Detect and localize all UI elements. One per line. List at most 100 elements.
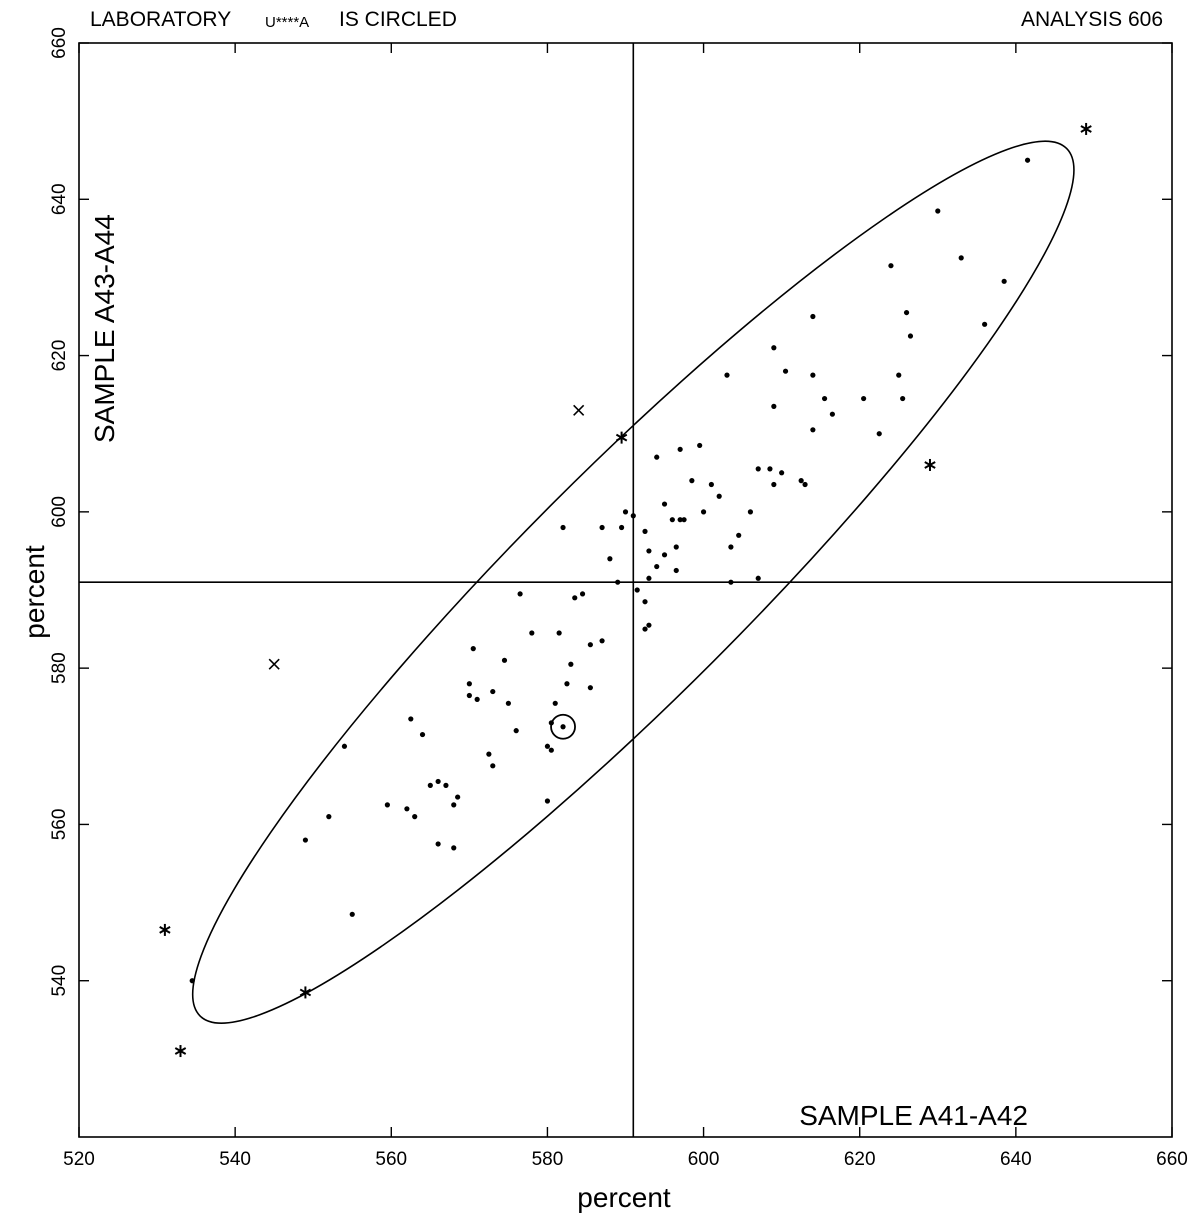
data-point [669, 517, 675, 523]
data-point [544, 798, 551, 804]
cross-stroke [573, 404, 585, 416]
data-point [708, 481, 714, 488]
data-point [810, 313, 816, 320]
data-point [490, 763, 496, 769]
circled-lab-ring [550, 713, 576, 740]
outlier-star [299, 986, 312, 999]
data-point [642, 626, 648, 632]
data-point [384, 802, 390, 808]
data-point [677, 517, 683, 523]
data-point [1024, 157, 1031, 163]
data-point [798, 478, 804, 484]
y-sample-label: SAMPLE A43-A44 [89, 214, 120, 443]
data-point [455, 794, 461, 800]
data-point [646, 575, 652, 581]
data-point [189, 978, 195, 984]
data-point [634, 587, 640, 593]
data-point [661, 552, 668, 558]
data-point [568, 661, 574, 667]
data-point [907, 333, 914, 339]
data-point [736, 532, 742, 538]
data-point [564, 681, 570, 687]
star-stroke [299, 988, 312, 997]
star-stroke [924, 461, 936, 469]
x-tick-label: 640 [1000, 1149, 1032, 1170]
data-point [982, 321, 988, 327]
outlier-cross [573, 404, 585, 416]
data-point [451, 845, 457, 851]
data-point [470, 646, 476, 652]
header-circled-label: IS CIRCLED [339, 8, 457, 31]
data-point [802, 481, 808, 488]
data-point [724, 372, 730, 378]
data-point [419, 731, 426, 738]
data-point [556, 630, 562, 636]
star-stroke [174, 1047, 187, 1055]
x-tick-label: 600 [688, 1149, 720, 1170]
data-point [810, 427, 816, 433]
x-tick-label: 540 [219, 1149, 251, 1170]
data-point [771, 345, 777, 351]
x-tick-label: 660 [1156, 1149, 1188, 1170]
data-point [587, 642, 593, 648]
data-point [427, 782, 433, 788]
data-point [779, 470, 785, 476]
outlier-star [615, 431, 628, 444]
data-point [513, 728, 519, 734]
star-stroke [1080, 125, 1092, 133]
circled-lab-marker [550, 713, 576, 740]
data-point [697, 442, 703, 449]
data-point [408, 716, 414, 722]
outlier-star [924, 458, 936, 471]
x-tick-label: 520 [63, 1149, 95, 1170]
y-tick-label: 640 [49, 183, 70, 215]
data-point [677, 446, 683, 452]
data-point [552, 700, 558, 706]
data-point [876, 431, 882, 437]
data-point [829, 411, 835, 417]
data-point [404, 806, 410, 812]
star-stroke [159, 926, 171, 934]
data-point [673, 544, 679, 550]
x-sample-label: SAMPLE A41-A42 [799, 1100, 1028, 1131]
data-point [958, 255, 964, 261]
data-point [599, 524, 605, 531]
y-axis-label: percent [19, 545, 50, 639]
axis-tick-labels: 520 540 560 580 600 620 640 660 540 560 580 600 620 6… [49, 27, 1188, 1170]
data-point [501, 657, 508, 663]
data-point [548, 747, 554, 753]
data-point [782, 368, 789, 374]
plot-frame [78, 42, 1173, 1138]
data-point [755, 466, 761, 472]
data-point [579, 591, 586, 597]
data-point [689, 478, 695, 484]
y-tick-label: 580 [49, 652, 70, 684]
data-point [747, 509, 754, 515]
data-point [861, 395, 867, 402]
data-point [618, 524, 625, 531]
data-point [466, 681, 472, 687]
data-point [728, 544, 734, 550]
outlier-star [159, 923, 171, 936]
data-point [560, 524, 566, 531]
data-point [302, 837, 309, 843]
header-analysis-label: ANALYSIS 606 [1021, 8, 1163, 31]
y-tick-label: 600 [49, 496, 70, 528]
data-point [935, 208, 941, 214]
header-lab-code: U****A [265, 14, 309, 31]
data-point [646, 622, 652, 628]
data-point [771, 403, 777, 409]
axis-ticks [78, 42, 1173, 1137]
data-point [896, 372, 902, 378]
data-point [716, 493, 722, 499]
data-point [700, 509, 707, 515]
data-point [622, 509, 629, 515]
data-point [810, 372, 816, 378]
y-tick-label: 660 [49, 27, 70, 59]
data-point [642, 599, 648, 605]
data-point [341, 743, 348, 749]
cross-stroke [268, 658, 280, 670]
data-point [451, 802, 457, 808]
data-point [435, 778, 441, 785]
